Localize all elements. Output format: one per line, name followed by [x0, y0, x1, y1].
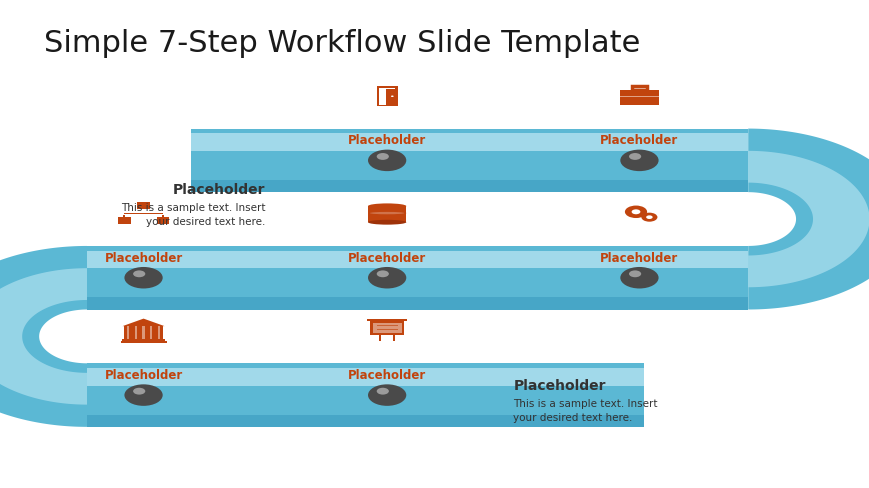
Text: Placeholder: Placeholder [104, 368, 182, 382]
Ellipse shape [369, 212, 404, 215]
Bar [124, 326, 163, 339]
Bar [386, 89, 395, 105]
Circle shape [620, 150, 658, 172]
Bar [376, 329, 397, 330]
Bar [379, 89, 395, 105]
Bar [127, 326, 129, 339]
Bar [135, 326, 137, 339]
Bar [368, 207, 406, 223]
Circle shape [376, 154, 388, 161]
Circle shape [620, 267, 658, 289]
Bar [393, 335, 395, 342]
Text: Placeholder: Placeholder [173, 183, 265, 197]
Circle shape [646, 216, 652, 220]
Circle shape [133, 271, 145, 278]
Bar [632, 86, 646, 91]
Bar [87, 298, 747, 310]
Polygon shape [0, 246, 87, 427]
Bar [376, 87, 397, 107]
Text: Placeholder: Placeholder [104, 251, 182, 264]
Bar [123, 339, 164, 342]
Text: Placeholder: Placeholder [348, 368, 426, 382]
Bar [87, 368, 643, 386]
Bar [143, 206, 144, 210]
Circle shape [124, 385, 163, 406]
Circle shape [133, 388, 145, 395]
Circle shape [640, 213, 657, 222]
Circle shape [376, 271, 388, 278]
Bar [376, 325, 397, 326]
Text: Placeholder: Placeholder [600, 251, 678, 264]
Bar [373, 324, 401, 334]
Circle shape [628, 154, 640, 161]
Circle shape [390, 96, 393, 98]
Text: Placeholder: Placeholder [348, 134, 426, 147]
Bar [620, 91, 658, 105]
Circle shape [368, 267, 406, 289]
Circle shape [124, 267, 163, 289]
Polygon shape [0, 268, 87, 405]
Text: Placeholder: Placeholder [348, 251, 426, 264]
Polygon shape [747, 129, 869, 310]
Text: Simple 7-Step Workflow Slide Template: Simple 7-Step Workflow Slide Template [43, 29, 639, 58]
Circle shape [376, 388, 388, 395]
Text: This is a sample text. Insert
your desired text here.: This is a sample text. Insert your desir… [513, 398, 657, 422]
Bar [87, 364, 643, 427]
Bar [632, 86, 646, 91]
Ellipse shape [368, 204, 406, 209]
Ellipse shape [368, 221, 406, 225]
Bar [121, 342, 166, 344]
Bar [137, 203, 149, 210]
Bar [191, 129, 747, 193]
Bar [620, 97, 658, 98]
Circle shape [628, 271, 640, 278]
Bar [369, 322, 404, 336]
Text: Placeholder: Placeholder [600, 134, 678, 147]
Bar [123, 215, 125, 225]
Circle shape [368, 150, 406, 172]
Bar [87, 246, 747, 310]
Circle shape [624, 206, 647, 219]
Bar [87, 251, 747, 268]
Bar [157, 326, 160, 339]
Bar [143, 326, 144, 339]
Text: SlideModel.com: SlideModel.com [363, 250, 506, 267]
Ellipse shape [368, 211, 406, 216]
Circle shape [368, 385, 406, 406]
Bar [162, 215, 163, 225]
Bar [124, 213, 163, 214]
Circle shape [631, 210, 640, 215]
Bar [191, 181, 747, 193]
Bar [379, 335, 381, 342]
Bar [87, 415, 643, 427]
Text: Placeholder: Placeholder [513, 378, 605, 392]
Bar [156, 218, 169, 225]
Bar [367, 320, 407, 322]
Bar [149, 326, 152, 339]
Bar [191, 134, 747, 151]
Polygon shape [747, 151, 868, 287]
Polygon shape [123, 319, 164, 326]
Text: This is a sample text. Insert
your desired text here.: This is a sample text. Insert your desir… [121, 203, 265, 226]
Bar [118, 218, 130, 225]
